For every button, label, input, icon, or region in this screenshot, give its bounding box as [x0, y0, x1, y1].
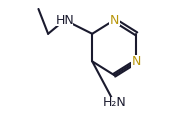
- Text: N: N: [110, 14, 119, 27]
- Text: HN: HN: [55, 14, 74, 27]
- Bar: [109, 14, 120, 26]
- Text: H₂N: H₂N: [102, 96, 126, 109]
- Bar: [131, 55, 142, 68]
- Bar: [56, 14, 73, 26]
- Bar: [105, 97, 123, 109]
- Text: N: N: [132, 55, 141, 68]
